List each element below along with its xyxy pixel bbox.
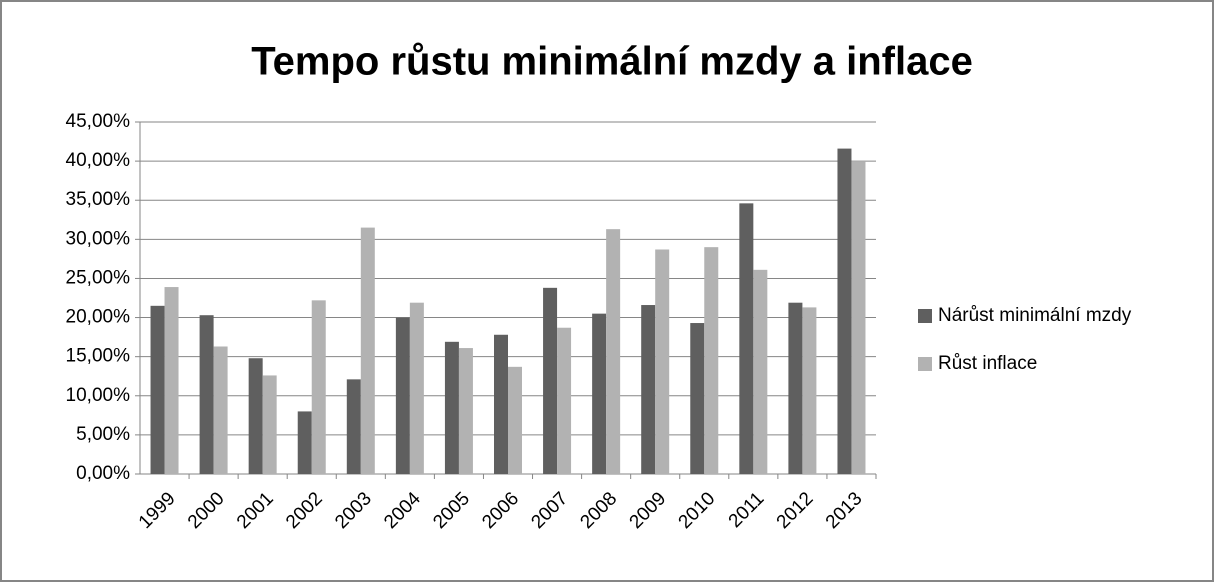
bar xyxy=(592,313,607,474)
y-tick-label: 0,00% xyxy=(76,463,130,484)
y-tick-label: 10,00% xyxy=(66,385,131,406)
bar xyxy=(557,327,572,474)
bar xyxy=(213,346,228,474)
y-tick-label: 25,00% xyxy=(66,267,131,288)
bar xyxy=(458,348,473,474)
y-tick-label: 35,00% xyxy=(66,189,131,210)
bar xyxy=(262,375,277,474)
bar xyxy=(543,287,558,474)
bar xyxy=(655,249,670,474)
legend-swatch xyxy=(918,357,932,371)
bar xyxy=(150,305,165,474)
bar xyxy=(641,305,656,474)
legend-label: Nárůst minimální mzdy xyxy=(938,305,1132,326)
bar xyxy=(690,323,705,474)
bar xyxy=(851,161,866,474)
bar xyxy=(753,269,768,474)
y-tick-label: 15,00% xyxy=(66,346,131,367)
y-tick-label: 20,00% xyxy=(66,307,131,328)
chart-title: Tempo růstu minimální mzdy a inflace xyxy=(251,40,973,84)
legend-swatch xyxy=(918,309,932,323)
bar xyxy=(360,227,375,474)
bar xyxy=(409,302,424,474)
bar xyxy=(837,148,852,474)
bar xyxy=(508,366,522,474)
bar xyxy=(311,300,326,474)
bar xyxy=(739,203,754,474)
bar xyxy=(164,287,179,474)
bar xyxy=(395,317,410,474)
bar xyxy=(444,341,459,474)
bar xyxy=(494,334,508,474)
bar xyxy=(606,229,621,474)
bar xyxy=(788,302,803,474)
y-tick-label: 5,00% xyxy=(76,424,130,445)
y-tick-label: 45,00% xyxy=(66,111,131,132)
legend-label: Růst inflace xyxy=(938,353,1037,374)
bar xyxy=(802,307,817,474)
bar xyxy=(199,315,214,474)
bar xyxy=(297,411,312,474)
y-tick-label: 40,00% xyxy=(66,150,131,171)
bar xyxy=(248,358,263,474)
bar xyxy=(346,379,361,474)
y-tick-label: 30,00% xyxy=(66,228,131,249)
bar xyxy=(704,247,719,474)
